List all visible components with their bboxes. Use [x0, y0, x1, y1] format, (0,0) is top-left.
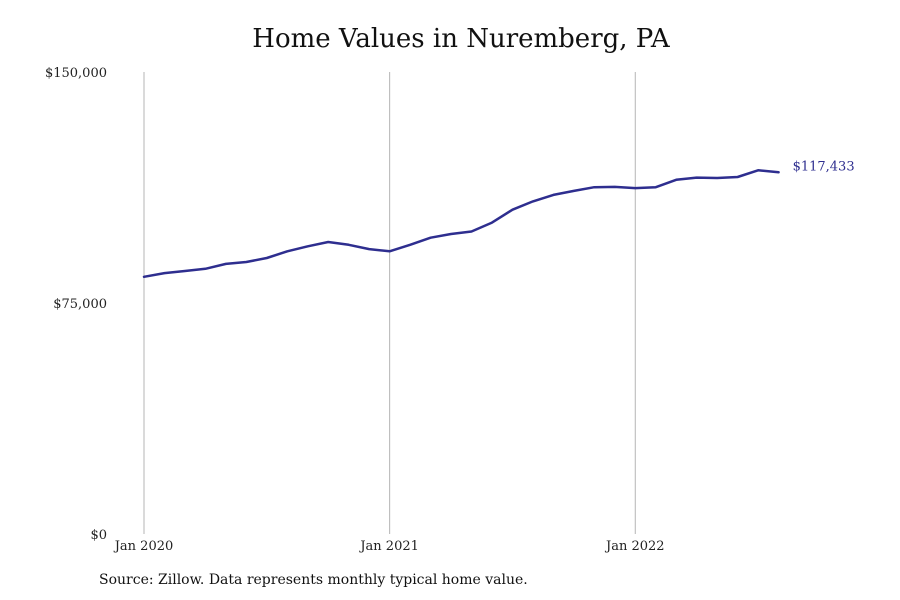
y-tick-label: $0: [90, 528, 107, 543]
x-tick-label: Jan 2020: [113, 539, 174, 554]
series-line-home-value: [142, 169, 780, 279]
x-tick-label: Jan 2021: [358, 539, 419, 554]
x-axis-tick-labels: Jan 2020 Jan 2021 Jan 2022: [113, 539, 665, 554]
source-note: Source: Zillow. Data represents monthly …: [99, 572, 528, 588]
y-tick-label: $75,000: [53, 297, 107, 312]
chart-title: Home Values in Nuremberg, PA: [252, 24, 670, 54]
x-tick-label: Jan 2022: [604, 539, 665, 554]
y-tick-label: $150,000: [45, 66, 107, 81]
gridlines: [143, 72, 636, 534]
end-value-label: $117,433: [793, 159, 855, 174]
y-axis-tick-labels: $0 $75,000 $150,000: [45, 66, 107, 543]
